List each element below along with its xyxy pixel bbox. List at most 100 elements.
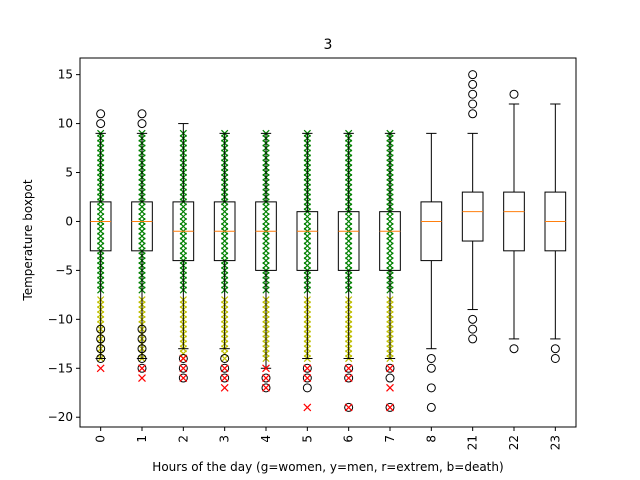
extreme-point	[220, 383, 229, 392]
box-22	[503, 89, 525, 354]
extreme-point-stroke	[303, 364, 312, 373]
outlier-point	[261, 373, 271, 383]
extreme-point	[303, 374, 312, 382]
outlier-point	[302, 373, 312, 383]
extreme-point-stroke	[96, 364, 105, 373]
box-body	[255, 201, 277, 271]
y-tick-label: −15	[48, 361, 73, 375]
box-1	[131, 109, 153, 373]
outlier-point	[468, 79, 478, 89]
x-tick-label: 8	[424, 435, 438, 443]
outlier-point	[468, 70, 478, 80]
box-body	[420, 201, 443, 262]
box-3	[213, 132, 236, 383]
extreme-point-stroke	[386, 403, 394, 412]
outlier-point	[178, 373, 188, 383]
outlier-point	[426, 402, 436, 412]
outlier-point	[468, 324, 478, 334]
outlier-point	[96, 324, 106, 334]
box-8	[420, 132, 443, 412]
outlier-point	[426, 363, 436, 373]
extreme-point	[262, 364, 270, 373]
extreme-point-stroke	[262, 364, 270, 373]
extreme-point-stroke	[179, 354, 188, 363]
outlier-point	[385, 363, 395, 373]
x-tick-label: 7	[383, 435, 397, 443]
box-body	[89, 201, 112, 252]
outlier-point	[468, 314, 478, 324]
outlier-point	[96, 353, 106, 363]
extreme-point	[179, 364, 188, 373]
box-2	[172, 123, 195, 383]
extreme-point-stroke	[344, 403, 353, 412]
outlier-point	[426, 353, 436, 363]
extreme-point	[344, 403, 353, 412]
extreme-point	[386, 383, 394, 392]
outlier-point	[468, 334, 478, 344]
x-tick-label: 2	[176, 435, 190, 443]
chart-title: 3	[324, 37, 333, 53]
extreme-point	[344, 374, 353, 382]
outlier-point	[137, 363, 147, 373]
outlier-point	[550, 353, 560, 363]
extreme-point	[386, 364, 394, 373]
y-tick-label: −20	[48, 410, 73, 424]
x-tick-label: 1	[135, 435, 149, 443]
extreme-point	[179, 374, 188, 382]
extreme-point-stroke	[344, 364, 353, 373]
outlier-point	[468, 109, 478, 119]
box-7	[379, 132, 401, 412]
x-tick-label: 5	[300, 435, 314, 443]
box-21	[461, 70, 484, 344]
y-tick-label: 15	[58, 68, 73, 82]
extreme-point	[386, 403, 394, 412]
outlier-point	[96, 119, 106, 129]
outlier-point	[96, 109, 106, 119]
outlier-point	[137, 324, 147, 334]
outlier-point	[137, 344, 147, 354]
x-tick-label: 21	[466, 435, 480, 450]
box-4	[255, 132, 277, 393]
box-23	[544, 103, 567, 363]
extreme-point-stroke	[220, 364, 229, 373]
y-tick-label: −5	[55, 263, 73, 277]
extreme-point	[138, 374, 146, 382]
box-body	[131, 201, 153, 252]
extreme-point-stroke	[386, 364, 394, 373]
y-tick-label: 0	[65, 214, 73, 228]
outlier-point	[385, 402, 395, 412]
box-body	[503, 191, 525, 252]
box-body	[296, 211, 319, 271]
outlier-point	[302, 383, 312, 393]
extreme-point-stroke	[138, 364, 146, 373]
x-tick-label: 6	[342, 435, 356, 443]
outlier-point	[137, 119, 147, 129]
extreme-point	[179, 354, 188, 363]
extreme-point-stroke	[262, 374, 270, 382]
extreme-point	[220, 364, 229, 373]
x-tick-label: 0	[94, 435, 108, 443]
outlier-point	[220, 353, 230, 363]
box-5	[296, 132, 319, 393]
outlier-point	[178, 363, 188, 373]
outlier-point	[385, 373, 395, 383]
extreme-point-stroke	[220, 374, 229, 382]
outlier-point	[137, 353, 147, 363]
extreme-point	[303, 403, 312, 412]
extreme-point-stroke	[386, 383, 394, 392]
outlier-point	[220, 373, 230, 383]
extreme-point-stroke	[344, 374, 353, 382]
extreme-point-stroke	[220, 383, 229, 392]
outlier-point	[96, 334, 106, 344]
extreme-point-stroke	[179, 364, 188, 373]
extreme-point-stroke	[262, 383, 270, 392]
outlier-point	[509, 89, 519, 99]
y-tick-label: 10	[58, 117, 73, 131]
extreme-point-stroke	[179, 374, 188, 382]
plot-frame	[79, 57, 577, 428]
extreme-point-stroke	[138, 374, 146, 382]
x-tick-label: 4	[259, 435, 273, 443]
outlier-point	[550, 344, 560, 354]
